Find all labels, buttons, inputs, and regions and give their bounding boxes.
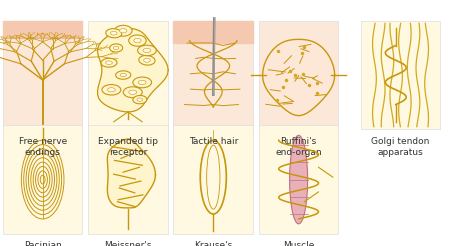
Ellipse shape <box>207 145 220 209</box>
Ellipse shape <box>129 90 137 94</box>
Polygon shape <box>98 28 168 112</box>
Ellipse shape <box>137 98 143 101</box>
Ellipse shape <box>24 145 62 215</box>
Ellipse shape <box>116 71 131 79</box>
Ellipse shape <box>133 77 152 88</box>
Ellipse shape <box>114 25 132 36</box>
Ellipse shape <box>110 31 117 35</box>
Ellipse shape <box>101 58 117 67</box>
Ellipse shape <box>119 29 127 33</box>
Text: Golgi tendon
apparatus: Golgi tendon apparatus <box>371 137 430 157</box>
FancyBboxPatch shape <box>3 125 82 234</box>
FancyBboxPatch shape <box>88 21 168 129</box>
Text: Meissner's
corpuscle: Meissner's corpuscle <box>104 241 152 246</box>
Ellipse shape <box>31 158 55 201</box>
Ellipse shape <box>133 95 147 104</box>
FancyBboxPatch shape <box>88 125 168 234</box>
Ellipse shape <box>108 88 115 92</box>
Ellipse shape <box>139 55 155 65</box>
Ellipse shape <box>137 45 156 56</box>
FancyBboxPatch shape <box>3 21 82 129</box>
Ellipse shape <box>28 153 57 206</box>
Text: Tactile hair: Tactile hair <box>189 137 238 146</box>
Text: Krause's
corpuscle: Krause's corpuscle <box>191 241 235 246</box>
Text: Ruffini's
end-organ: Ruffini's end-organ <box>275 137 322 157</box>
Ellipse shape <box>113 46 119 50</box>
Ellipse shape <box>109 44 123 52</box>
Polygon shape <box>263 39 335 116</box>
Ellipse shape <box>38 171 47 188</box>
Ellipse shape <box>26 149 59 210</box>
Ellipse shape <box>143 48 151 53</box>
Polygon shape <box>108 139 155 208</box>
FancyBboxPatch shape <box>173 125 253 234</box>
Ellipse shape <box>144 58 150 62</box>
Ellipse shape <box>106 61 112 64</box>
Ellipse shape <box>106 29 122 38</box>
Ellipse shape <box>33 162 52 197</box>
Ellipse shape <box>40 175 45 184</box>
FancyBboxPatch shape <box>259 125 338 234</box>
Ellipse shape <box>120 73 127 77</box>
Ellipse shape <box>129 35 146 46</box>
Ellipse shape <box>134 38 141 43</box>
Text: Expanded tip
receptor: Expanded tip receptor <box>98 137 158 157</box>
FancyBboxPatch shape <box>361 21 440 129</box>
Ellipse shape <box>21 140 64 219</box>
Ellipse shape <box>138 80 146 85</box>
FancyBboxPatch shape <box>259 21 338 129</box>
Ellipse shape <box>200 140 227 214</box>
Ellipse shape <box>36 167 50 193</box>
Text: Free nerve
endings: Free nerve endings <box>18 137 67 157</box>
FancyBboxPatch shape <box>173 21 253 129</box>
Text: Muscle
spindle: Muscle spindle <box>282 241 315 246</box>
Ellipse shape <box>123 87 142 98</box>
Ellipse shape <box>290 135 308 224</box>
Ellipse shape <box>102 85 121 95</box>
Text: Pacinian
corpuscle: Pacinian corpuscle <box>21 241 64 246</box>
